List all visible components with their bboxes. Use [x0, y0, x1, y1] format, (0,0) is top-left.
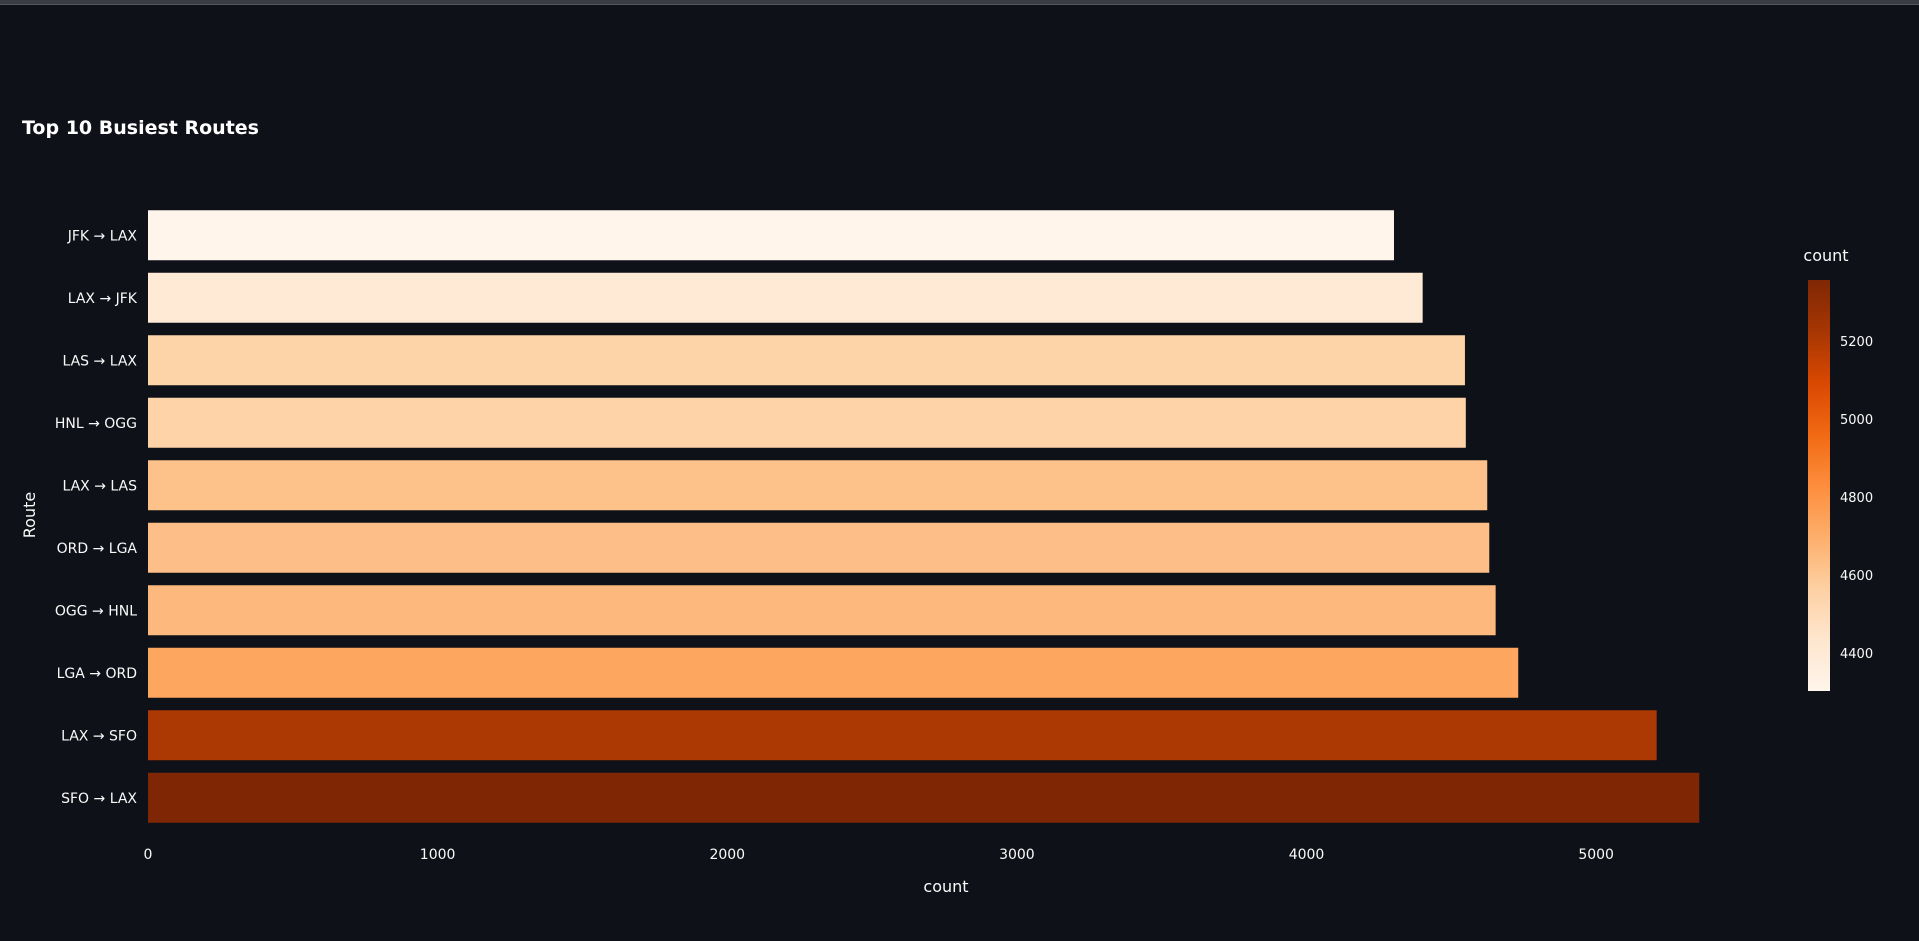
y-axis-label: Route [20, 492, 39, 538]
y-tick-label: LAS → LAX [62, 353, 137, 369]
x-axis-label: count [923, 877, 968, 896]
bar[interactable] [148, 522, 1490, 573]
y-tick-label: OGG → HNL [55, 603, 137, 619]
x-tick-labels: 0 1000 2000 3000 4000 5000 [144, 847, 1614, 863]
bar[interactable] [148, 647, 1519, 698]
y-tick-label: ORD → LGA [57, 541, 138, 557]
bar[interactable] [148, 272, 1423, 323]
bar[interactable] [148, 397, 1466, 448]
colorbar-gradient [1808, 280, 1830, 691]
x-tick-label: 4000 [1289, 847, 1325, 863]
bar[interactable] [148, 210, 1394, 261]
x-tick-label: 5000 [1578, 847, 1614, 863]
bar[interactable] [148, 335, 1465, 386]
bar[interactable] [148, 710, 1657, 761]
x-tick-label: 1000 [420, 847, 456, 863]
colorbar-title: count [1803, 246, 1848, 265]
y-tick-label: JFK → LAX [67, 228, 138, 244]
bar[interactable] [148, 460, 1488, 511]
colorbar-tick-label: 5200 [1840, 335, 1873, 350]
bar[interactable] [148, 772, 1700, 823]
colorbar-tick-label: 4600 [1840, 569, 1873, 584]
y-tick-label: SFO → LAX [61, 791, 137, 807]
colorbar-tick-label: 4400 [1840, 647, 1873, 662]
colorbar-ticks: 4400 4600 4800 5000 5200 [1840, 335, 1873, 662]
y-tick-label: LAX → SFO [61, 728, 137, 744]
colorbar-tick-label: 4800 [1840, 491, 1873, 506]
x-tick-label: 2000 [709, 847, 745, 863]
chart-title: Top 10 Busiest Routes [22, 117, 259, 139]
y-tick-label: LAX → LAS [62, 478, 137, 494]
y-tick-label: LAX → JFK [68, 291, 138, 307]
y-tick-label: HNL → OGG [55, 416, 137, 432]
bar[interactable] [148, 585, 1496, 636]
colorbar: count 4400 4600 4800 5000 5200 [1803, 246, 1873, 691]
x-tick-label: 0 [144, 847, 153, 863]
y-tick-label: LGA → ORD [57, 666, 137, 682]
y-tick-labels: JFK → LAX LAX → JFK LAS → LAX HNL → OGG LAX … [55, 228, 138, 807]
window-top-border [0, 0, 1919, 5]
colorbar-tick-label: 5000 [1840, 413, 1873, 428]
x-tick-label: 3000 [999, 847, 1035, 863]
bars-group [148, 210, 1700, 823]
